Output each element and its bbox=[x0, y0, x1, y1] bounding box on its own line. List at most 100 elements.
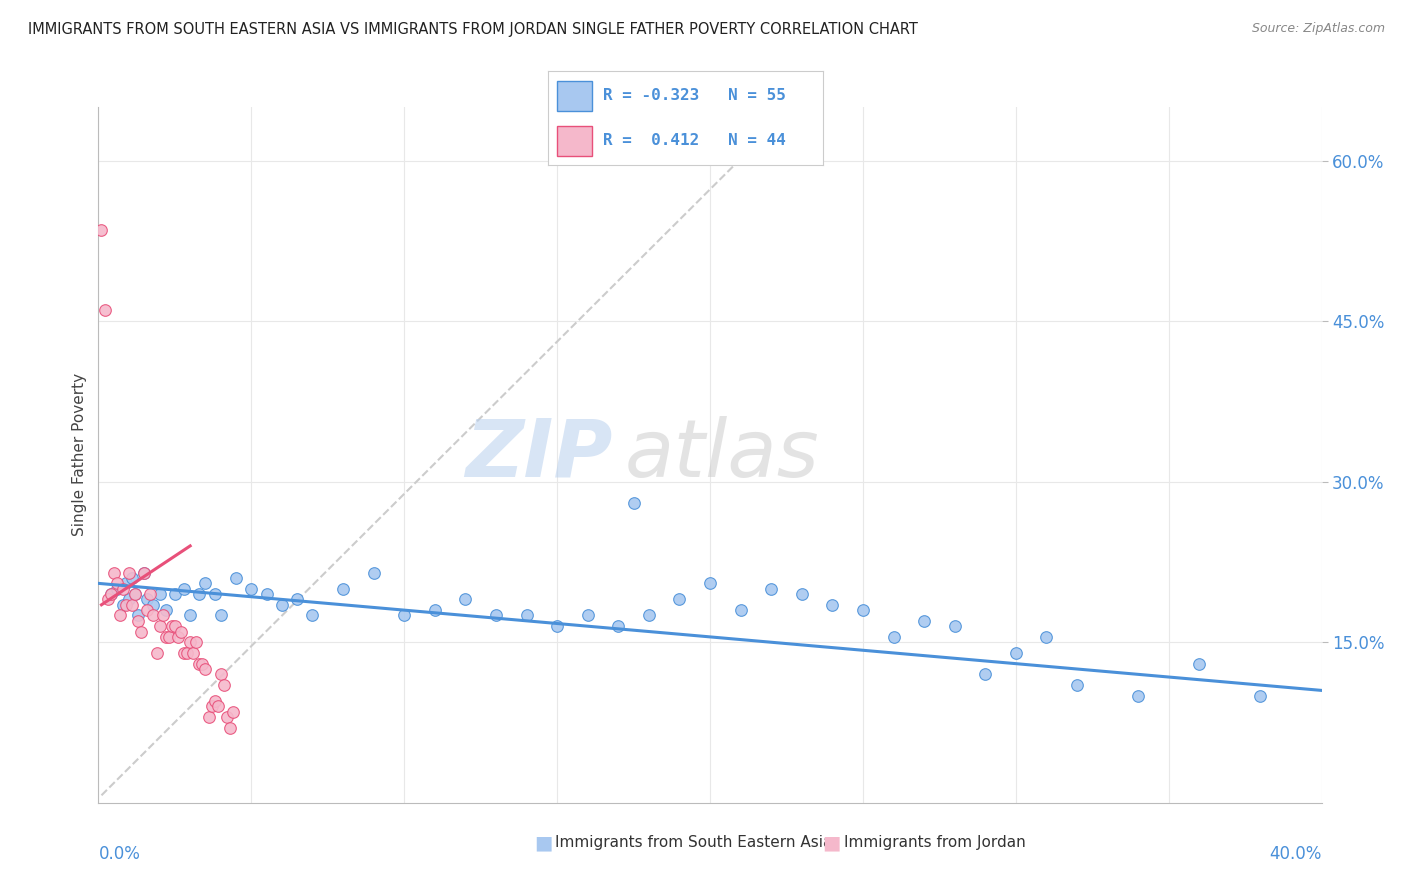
Point bbox=[256, 587, 278, 601]
Point bbox=[270, 598, 292, 612]
Point bbox=[546, 619, 568, 633]
Point bbox=[167, 630, 190, 644]
Point bbox=[181, 646, 204, 660]
Point bbox=[912, 614, 935, 628]
Point bbox=[179, 635, 201, 649]
Point bbox=[93, 303, 115, 318]
Text: Immigrants from Jordan: Immigrants from Jordan bbox=[844, 836, 1025, 850]
Point bbox=[163, 619, 186, 633]
Point bbox=[197, 710, 219, 724]
Point bbox=[90, 223, 112, 237]
Point bbox=[1188, 657, 1211, 671]
Point bbox=[207, 699, 229, 714]
Point bbox=[607, 619, 630, 633]
Text: Immigrants from South Eastern Asia: Immigrants from South Eastern Asia bbox=[555, 836, 832, 850]
Point bbox=[124, 587, 146, 601]
Point bbox=[363, 566, 385, 580]
Point bbox=[212, 678, 235, 692]
Point bbox=[188, 587, 211, 601]
Point bbox=[152, 608, 174, 623]
Point bbox=[200, 699, 222, 714]
Point bbox=[157, 630, 180, 644]
FancyBboxPatch shape bbox=[557, 81, 592, 111]
Point bbox=[285, 592, 308, 607]
Point bbox=[115, 576, 138, 591]
Point bbox=[1066, 678, 1088, 692]
Point bbox=[730, 603, 752, 617]
Point bbox=[142, 598, 165, 612]
Point bbox=[121, 571, 143, 585]
Point bbox=[194, 662, 217, 676]
Point bbox=[108, 608, 131, 623]
Point bbox=[129, 624, 152, 639]
Point bbox=[134, 566, 156, 580]
Point bbox=[100, 587, 122, 601]
Point bbox=[209, 667, 232, 681]
Point bbox=[115, 598, 138, 612]
Point bbox=[301, 608, 323, 623]
Point bbox=[222, 705, 245, 719]
Point bbox=[209, 608, 232, 623]
Point bbox=[204, 587, 226, 601]
Point bbox=[149, 587, 172, 601]
Point bbox=[139, 587, 162, 601]
Point bbox=[668, 592, 690, 607]
Point bbox=[883, 630, 905, 644]
Point bbox=[176, 646, 198, 660]
Point bbox=[943, 619, 966, 633]
Y-axis label: Single Father Poverty: Single Father Poverty bbox=[72, 374, 87, 536]
Point bbox=[225, 571, 247, 585]
Text: ■: ■ bbox=[823, 833, 841, 853]
Point bbox=[974, 667, 997, 681]
Text: 40.0%: 40.0% bbox=[1270, 845, 1322, 863]
Text: ■: ■ bbox=[534, 833, 553, 853]
Point bbox=[155, 603, 177, 617]
Point bbox=[332, 582, 354, 596]
Point bbox=[100, 587, 122, 601]
Point bbox=[1004, 646, 1026, 660]
Point bbox=[191, 657, 214, 671]
Point bbox=[1035, 630, 1057, 644]
Point bbox=[124, 587, 146, 601]
Point bbox=[118, 592, 141, 607]
Point bbox=[699, 576, 721, 591]
Point bbox=[145, 646, 167, 660]
Point bbox=[103, 566, 125, 580]
Point bbox=[821, 598, 844, 612]
Point bbox=[240, 582, 263, 596]
Point bbox=[219, 721, 242, 735]
Point bbox=[215, 710, 238, 724]
Point bbox=[392, 608, 416, 623]
Text: atlas: atlas bbox=[624, 416, 820, 494]
Point bbox=[97, 592, 120, 607]
Point bbox=[423, 603, 446, 617]
Point bbox=[1249, 689, 1271, 703]
Point bbox=[852, 603, 875, 617]
Point bbox=[155, 630, 177, 644]
Point bbox=[105, 582, 128, 596]
Point bbox=[149, 619, 172, 633]
Point bbox=[516, 608, 538, 623]
Point bbox=[136, 603, 159, 617]
Point bbox=[121, 598, 143, 612]
Text: 0.0%: 0.0% bbox=[98, 845, 141, 863]
Point bbox=[105, 576, 128, 591]
Point bbox=[142, 608, 165, 623]
Point bbox=[637, 608, 661, 623]
Point bbox=[1128, 689, 1150, 703]
Point bbox=[163, 587, 186, 601]
Point bbox=[194, 576, 217, 591]
Point bbox=[118, 566, 141, 580]
Point bbox=[173, 582, 195, 596]
Point bbox=[160, 619, 183, 633]
Point bbox=[127, 608, 149, 623]
Point bbox=[759, 582, 782, 596]
Point bbox=[111, 582, 134, 596]
Text: Source: ZipAtlas.com: Source: ZipAtlas.com bbox=[1251, 22, 1385, 36]
Point bbox=[188, 657, 211, 671]
Point bbox=[790, 587, 813, 601]
Point bbox=[111, 598, 134, 612]
Point bbox=[576, 608, 599, 623]
Point bbox=[134, 566, 156, 580]
FancyBboxPatch shape bbox=[557, 126, 592, 156]
